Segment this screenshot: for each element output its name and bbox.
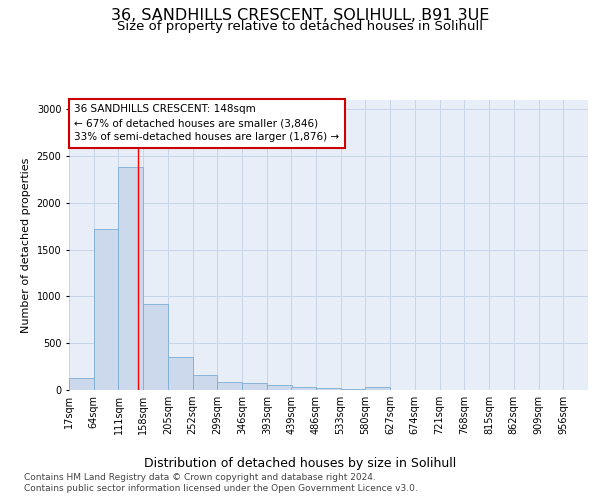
Bar xyxy=(193,375,217,390)
Text: Contains HM Land Registry data © Crown copyright and database right 2024.: Contains HM Land Registry data © Crown c… xyxy=(24,472,376,482)
Y-axis label: Number of detached properties: Number of detached properties xyxy=(21,158,31,332)
Bar xyxy=(341,389,365,390)
Bar xyxy=(118,168,143,390)
Bar xyxy=(242,384,267,390)
Bar xyxy=(267,386,292,390)
Bar xyxy=(143,304,168,390)
Bar xyxy=(217,382,242,390)
Bar xyxy=(316,388,341,390)
Text: 36 SANDHILLS CRESCENT: 148sqm
← 67% of detached houses are smaller (3,846)
33% o: 36 SANDHILLS CRESCENT: 148sqm ← 67% of d… xyxy=(74,104,340,142)
Text: Size of property relative to detached houses in Solihull: Size of property relative to detached ho… xyxy=(117,20,483,33)
Bar xyxy=(365,387,390,390)
Text: Contains public sector information licensed under the Open Government Licence v3: Contains public sector information licen… xyxy=(24,484,418,493)
Bar xyxy=(168,358,193,390)
Bar xyxy=(94,229,118,390)
Bar xyxy=(291,387,316,390)
Text: 36, SANDHILLS CRESCENT, SOLIHULL, B91 3UE: 36, SANDHILLS CRESCENT, SOLIHULL, B91 3U… xyxy=(111,8,489,22)
Bar xyxy=(69,378,94,390)
Text: Distribution of detached houses by size in Solihull: Distribution of detached houses by size … xyxy=(144,458,456,470)
